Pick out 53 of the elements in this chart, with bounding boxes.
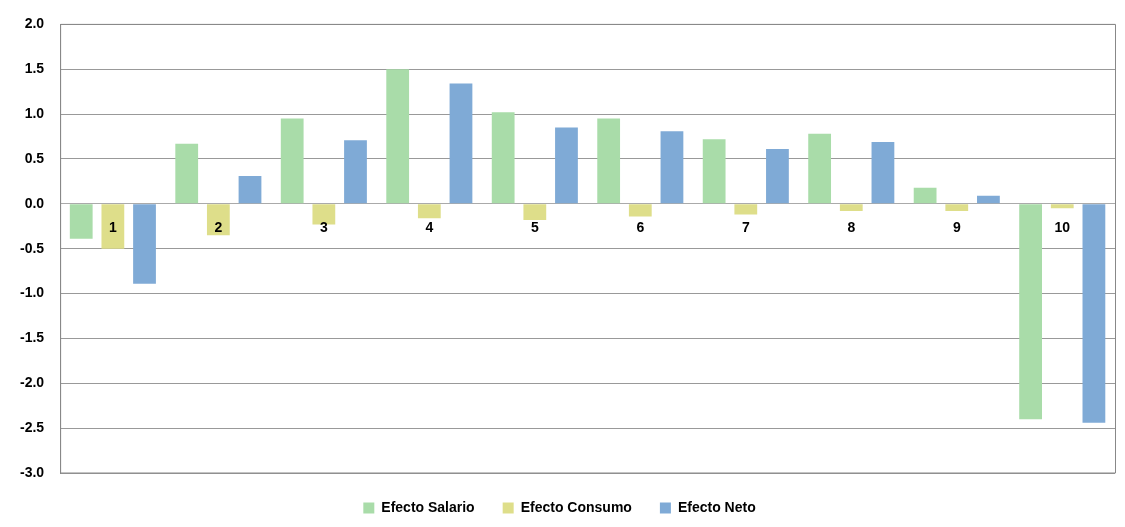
bar <box>238 176 262 204</box>
bar <box>1019 204 1042 420</box>
y-tick-label: -1.5 <box>20 329 45 346</box>
bar <box>702 139 726 204</box>
bar <box>417 204 441 219</box>
x-tick-label: 6 <box>636 218 645 235</box>
bar <box>386 69 410 204</box>
bar <box>597 118 621 204</box>
legend-label: Efecto Consumo <box>520 498 632 515</box>
y-tick-label: -2.5 <box>20 419 45 435</box>
bar <box>175 143 199 204</box>
y-tick-label: -3.0 <box>20 463 45 480</box>
x-tick-label: 3 <box>319 218 328 235</box>
bar <box>734 204 758 215</box>
y-tick-label: -1.0 <box>20 284 45 301</box>
bar <box>766 149 789 204</box>
bar <box>555 127 578 204</box>
y-tick-label: 1.5 <box>24 60 45 77</box>
x-tick-label: 9 <box>952 218 961 235</box>
x-tick-label: 8 <box>847 218 856 235</box>
bar <box>133 204 156 284</box>
x-tick-label: 5 <box>530 218 539 235</box>
y-tick-label: -2.0 <box>20 374 45 391</box>
y-tick-label: 1.0 <box>24 104 45 121</box>
bar <box>808 133 832 204</box>
bar <box>660 131 684 204</box>
bar <box>69 204 93 239</box>
legend-label: Efecto Neto <box>677 498 756 515</box>
bar <box>913 187 937 204</box>
y-tick-label: 0.5 <box>24 149 45 166</box>
x-tick-label: 2 <box>214 218 223 235</box>
x-tick-label: 4 <box>425 218 434 235</box>
x-tick-label: 1 <box>108 218 117 235</box>
y-tick-label: 0.0 <box>24 194 45 211</box>
bar <box>839 204 863 212</box>
bar <box>628 204 652 217</box>
bar <box>523 204 547 220</box>
bar <box>1050 204 1074 209</box>
x-tick-label: 7 <box>741 218 750 235</box>
bar <box>280 118 304 204</box>
legend-label: Efecto Salario <box>381 498 475 515</box>
bar <box>491 112 515 204</box>
bar <box>945 204 969 212</box>
bar <box>101 204 125 249</box>
y-tick-label: -0.5 <box>20 239 45 256</box>
bar <box>206 204 230 236</box>
x-tick-label: 10 <box>1054 218 1071 235</box>
bar <box>344 140 367 204</box>
bar <box>1082 204 1106 423</box>
bar <box>977 195 1000 204</box>
y-tick-label: 2.0 <box>24 15 45 32</box>
bar <box>449 83 473 204</box>
bar <box>871 141 895 204</box>
